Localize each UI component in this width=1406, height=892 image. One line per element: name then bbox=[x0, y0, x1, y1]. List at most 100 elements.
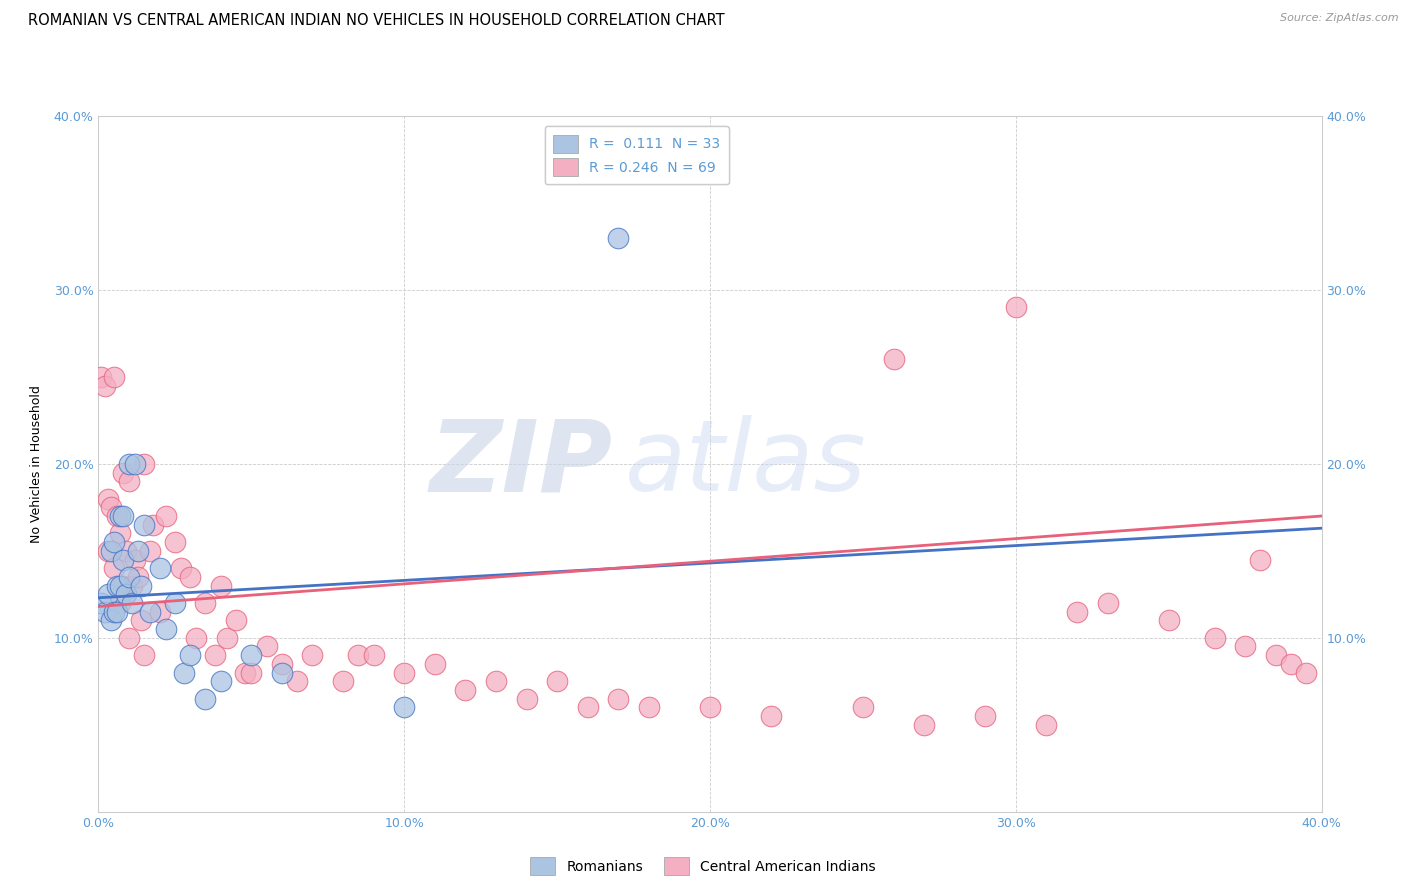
Point bbox=[124, 457, 146, 471]
Legend: R =  0.111  N = 33, R = 0.246  N = 69: R = 0.111 N = 33, R = 0.246 N = 69 bbox=[544, 127, 728, 185]
Point bbox=[97, 587, 120, 601]
Point bbox=[121, 596, 143, 610]
Point bbox=[1097, 596, 1119, 610]
Point bbox=[108, 596, 131, 610]
Point bbox=[118, 631, 141, 645]
Point bbox=[100, 543, 122, 558]
Point bbox=[209, 674, 232, 689]
Point bbox=[111, 552, 134, 566]
Point bbox=[607, 230, 630, 244]
Point bbox=[240, 648, 263, 662]
Point bbox=[270, 665, 292, 680]
Point bbox=[1066, 605, 1088, 619]
Point bbox=[163, 596, 186, 610]
Point bbox=[1204, 631, 1226, 645]
Point bbox=[256, 640, 278, 654]
Point bbox=[127, 570, 149, 584]
Point bbox=[240, 665, 263, 680]
Point bbox=[100, 500, 122, 515]
Point bbox=[139, 605, 162, 619]
Text: Source: ZipAtlas.com: Source: ZipAtlas.com bbox=[1281, 13, 1399, 23]
Point bbox=[852, 700, 875, 714]
Point bbox=[111, 508, 134, 523]
Point bbox=[194, 596, 217, 610]
Point bbox=[1004, 300, 1026, 315]
Point bbox=[170, 561, 193, 575]
Point bbox=[149, 605, 172, 619]
Point bbox=[607, 691, 630, 706]
Point bbox=[179, 570, 201, 584]
Point bbox=[179, 648, 201, 662]
Point bbox=[225, 614, 247, 628]
Point bbox=[121, 578, 143, 592]
Point bbox=[912, 717, 935, 731]
Point bbox=[134, 457, 156, 471]
Point bbox=[516, 691, 538, 706]
Point bbox=[637, 700, 661, 714]
Point bbox=[1035, 717, 1057, 731]
Text: atlas: atlas bbox=[624, 416, 866, 512]
Text: ROMANIAN VS CENTRAL AMERICAN INDIAN NO VEHICLES IN HOUSEHOLD CORRELATION CHART: ROMANIAN VS CENTRAL AMERICAN INDIAN NO V… bbox=[28, 13, 724, 29]
Point bbox=[108, 526, 131, 541]
Point bbox=[186, 631, 208, 645]
Point bbox=[111, 466, 134, 480]
Point bbox=[1295, 665, 1317, 680]
Point bbox=[155, 622, 177, 636]
Point bbox=[134, 648, 156, 662]
Point bbox=[108, 508, 131, 523]
Point bbox=[347, 648, 370, 662]
Point bbox=[105, 578, 128, 592]
Point bbox=[1249, 552, 1271, 566]
Point bbox=[100, 614, 122, 628]
Point bbox=[139, 543, 162, 558]
Point bbox=[129, 614, 152, 628]
Point bbox=[103, 535, 125, 549]
Point bbox=[142, 517, 165, 532]
Point bbox=[103, 369, 125, 384]
Point bbox=[883, 352, 905, 367]
Point bbox=[1264, 648, 1286, 662]
Point bbox=[93, 378, 115, 392]
Point bbox=[454, 683, 477, 698]
Point bbox=[97, 491, 120, 506]
Point bbox=[209, 578, 232, 592]
Point bbox=[105, 605, 128, 619]
Point bbox=[285, 674, 308, 689]
Point bbox=[546, 674, 568, 689]
Point bbox=[90, 596, 112, 610]
Point bbox=[1279, 657, 1302, 671]
Point bbox=[118, 457, 141, 471]
Point bbox=[118, 474, 141, 488]
Point bbox=[111, 578, 134, 592]
Point bbox=[103, 605, 125, 619]
Point bbox=[332, 674, 354, 689]
Point bbox=[699, 700, 721, 714]
Point bbox=[108, 578, 131, 592]
Point bbox=[134, 517, 156, 532]
Point bbox=[149, 561, 172, 575]
Legend: Romanians, Central American Indians: Romanians, Central American Indians bbox=[524, 852, 882, 880]
Point bbox=[124, 552, 146, 566]
Point bbox=[576, 700, 599, 714]
Point bbox=[127, 543, 149, 558]
Point bbox=[115, 543, 138, 558]
Point bbox=[974, 709, 997, 723]
Text: ZIP: ZIP bbox=[429, 416, 612, 512]
Point bbox=[115, 587, 138, 601]
Point bbox=[118, 570, 141, 584]
Point bbox=[103, 561, 125, 575]
Point bbox=[215, 631, 238, 645]
Point bbox=[194, 691, 217, 706]
Point bbox=[93, 605, 115, 619]
Point bbox=[392, 700, 416, 714]
Point bbox=[90, 369, 112, 384]
Point bbox=[173, 665, 195, 680]
Point bbox=[423, 657, 446, 671]
Point bbox=[485, 674, 508, 689]
Point bbox=[363, 648, 385, 662]
Point bbox=[129, 578, 152, 592]
Point bbox=[105, 508, 128, 523]
Point bbox=[1234, 640, 1257, 654]
Point bbox=[163, 535, 186, 549]
Point bbox=[759, 709, 782, 723]
